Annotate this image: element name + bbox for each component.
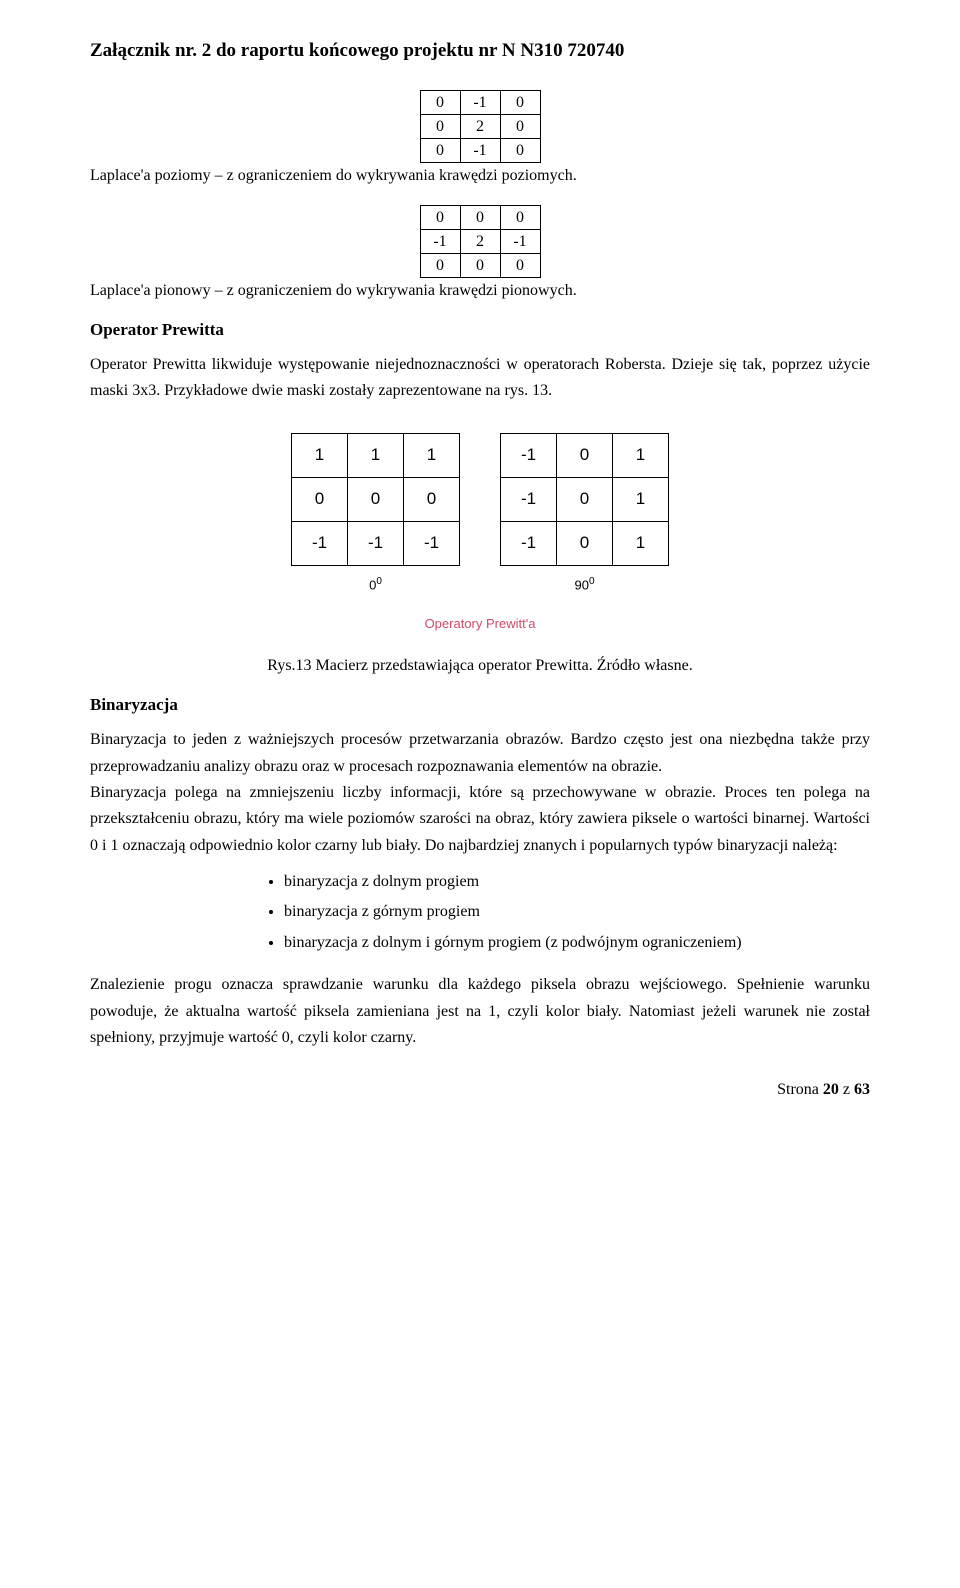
cell: 1: [613, 521, 669, 565]
page-title: Załącznik nr. 2 do raportu końcowego pro…: [90, 40, 870, 62]
footer-total: 63: [854, 1081, 870, 1098]
cell: -1: [501, 433, 557, 477]
list-item: binaryzacja z dolnym i górnym progiem (z…: [284, 928, 870, 958]
cell: 0: [557, 521, 613, 565]
cell: 0: [404, 477, 460, 521]
cell: 2: [460, 115, 500, 139]
cell: -1: [500, 230, 540, 254]
cell: 0: [460, 206, 500, 230]
cell: 0: [557, 477, 613, 521]
cell: 0: [420, 206, 460, 230]
prewitt-text: Operator Prewitta likwiduje występowanie…: [90, 352, 870, 405]
footer-mid: z: [839, 1081, 854, 1098]
cell: 0: [420, 91, 460, 115]
binaryzacja-bullet-list: binaryzacja z dolnym progiem binaryzacja…: [260, 867, 870, 958]
cell: 0: [292, 477, 348, 521]
prewitt-figure-caption: Rys.13 Macierz przedstawiająca operator …: [90, 657, 870, 675]
cell: 0: [348, 477, 404, 521]
laplace-horizontal-caption: Laplace'a poziomy – z ograniczeniem do w…: [90, 167, 870, 185]
prewitt-heading: Operator Prewitta: [90, 320, 870, 340]
footer-prefix: Strona: [777, 1081, 823, 1098]
prewitt-figure: 111 000 -1-1-1 00 -101 -101 -101 900 Ope…: [90, 433, 870, 631]
binaryzacja-paragraph-3: Znalezienie progu oznacza sprawdzanie wa…: [90, 972, 870, 1051]
cell: 1: [348, 433, 404, 477]
cell: 0: [500, 91, 540, 115]
cell: -1: [501, 477, 557, 521]
cell: 0: [420, 254, 460, 278]
cell: 2: [460, 230, 500, 254]
angle-label-90: 900: [574, 576, 594, 592]
cell: 1: [404, 433, 460, 477]
cell: -1: [420, 230, 460, 254]
cell: 1: [292, 433, 348, 477]
cell: 0: [500, 115, 540, 139]
footer-page: 20: [823, 1081, 839, 1098]
binaryzacja-heading: Binaryzacja: [90, 695, 870, 715]
laplace-horizontal-mask: 0-10 020 0-10: [420, 90, 541, 163]
prewitt-mask-90deg: -101 -101 -101: [500, 433, 669, 566]
cell: 0: [420, 139, 460, 163]
cell: 0: [500, 206, 540, 230]
page-footer: Strona 20 z 63: [90, 1081, 870, 1099]
cell: -1: [460, 91, 500, 115]
laplace-vertical-mask: 000 -12-1 000: [420, 205, 541, 278]
cell: 0: [500, 254, 540, 278]
cell: 1: [613, 433, 669, 477]
list-item: binaryzacja z dolnym progiem: [284, 867, 870, 897]
binaryzacja-paragraph-1: Binaryzacja to jeden z ważniejszych proc…: [90, 727, 870, 780]
cell: -1: [404, 521, 460, 565]
cell: 0: [460, 254, 500, 278]
laplace-vertical-caption: Laplace'a pionowy – z ograniczeniem do w…: [90, 282, 870, 300]
cell: 0: [500, 139, 540, 163]
cell: -1: [292, 521, 348, 565]
cell: 1: [613, 477, 669, 521]
prewitt-figure-label: Operatory Prewitt'a: [90, 616, 870, 631]
cell: -1: [460, 139, 500, 163]
list-item: binaryzacja z górnym progiem: [284, 897, 870, 927]
cell: 0: [420, 115, 460, 139]
cell: -1: [501, 521, 557, 565]
angle-label-0: 00: [369, 576, 382, 592]
cell: 0: [557, 433, 613, 477]
cell: -1: [348, 521, 404, 565]
prewitt-mask-0deg: 111 000 -1-1-1: [291, 433, 460, 566]
binaryzacja-paragraph-2: Binaryzacja polega na zmniejszeniu liczb…: [90, 780, 870, 859]
